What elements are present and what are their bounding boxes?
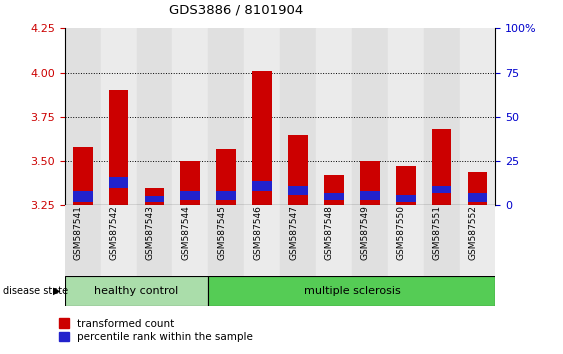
Bar <box>252 181 272 191</box>
Text: disease state: disease state <box>3 286 68 296</box>
Bar <box>65 28 101 205</box>
Bar <box>181 191 200 200</box>
Text: GSM587544: GSM587544 <box>181 205 190 260</box>
Bar <box>396 195 415 202</box>
Bar <box>65 205 101 276</box>
Bar <box>216 149 236 205</box>
Bar <box>181 161 200 205</box>
Bar <box>208 276 495 306</box>
Bar <box>145 188 164 205</box>
Text: GSM587541: GSM587541 <box>74 205 83 260</box>
Text: GSM587548: GSM587548 <box>325 205 334 260</box>
Text: multiple sclerosis: multiple sclerosis <box>303 286 400 296</box>
Text: GDS3886 / 8101904: GDS3886 / 8101904 <box>169 4 303 17</box>
Bar <box>352 205 388 276</box>
Text: GSM587543: GSM587543 <box>145 205 154 260</box>
Bar <box>216 191 236 200</box>
Bar <box>352 28 388 205</box>
Bar <box>208 28 244 205</box>
Bar <box>388 205 424 276</box>
Bar <box>137 28 172 205</box>
Bar <box>316 205 352 276</box>
Bar <box>459 205 495 276</box>
Text: GSM587549: GSM587549 <box>361 205 370 260</box>
Bar <box>101 28 137 205</box>
Bar <box>360 191 379 200</box>
Bar <box>73 147 92 205</box>
Bar <box>459 28 495 205</box>
Bar <box>288 186 308 195</box>
Text: healthy control: healthy control <box>95 286 178 296</box>
Bar <box>424 28 459 205</box>
Bar <box>388 28 424 205</box>
Bar <box>432 129 452 205</box>
Bar <box>109 90 128 205</box>
Bar <box>244 28 280 205</box>
Bar <box>396 166 415 205</box>
Bar <box>360 161 379 205</box>
Bar <box>172 28 208 205</box>
Legend: transformed count, percentile rank within the sample: transformed count, percentile rank withi… <box>59 319 253 342</box>
Bar <box>244 205 280 276</box>
Bar <box>468 172 488 205</box>
Bar <box>101 205 137 276</box>
Bar <box>145 196 164 202</box>
Text: GSM587552: GSM587552 <box>468 205 477 260</box>
Bar <box>252 71 272 205</box>
Bar <box>324 175 344 205</box>
Bar <box>432 186 452 193</box>
Bar <box>172 205 208 276</box>
Text: GSM587551: GSM587551 <box>432 205 441 260</box>
Bar <box>73 191 92 202</box>
Bar <box>109 177 128 188</box>
Text: GSM587546: GSM587546 <box>253 205 262 260</box>
Text: GSM587545: GSM587545 <box>217 205 226 260</box>
Bar <box>288 135 308 205</box>
Bar <box>468 193 488 202</box>
Text: GSM587550: GSM587550 <box>397 205 406 260</box>
Text: ▶: ▶ <box>53 286 61 296</box>
Bar <box>424 205 459 276</box>
Bar <box>316 28 352 205</box>
Bar <box>280 28 316 205</box>
Bar <box>137 205 172 276</box>
Bar <box>208 205 244 276</box>
Bar <box>280 205 316 276</box>
Bar <box>324 193 344 200</box>
Text: GSM587542: GSM587542 <box>110 205 119 260</box>
Text: GSM587547: GSM587547 <box>289 205 298 260</box>
Bar <box>65 276 208 306</box>
